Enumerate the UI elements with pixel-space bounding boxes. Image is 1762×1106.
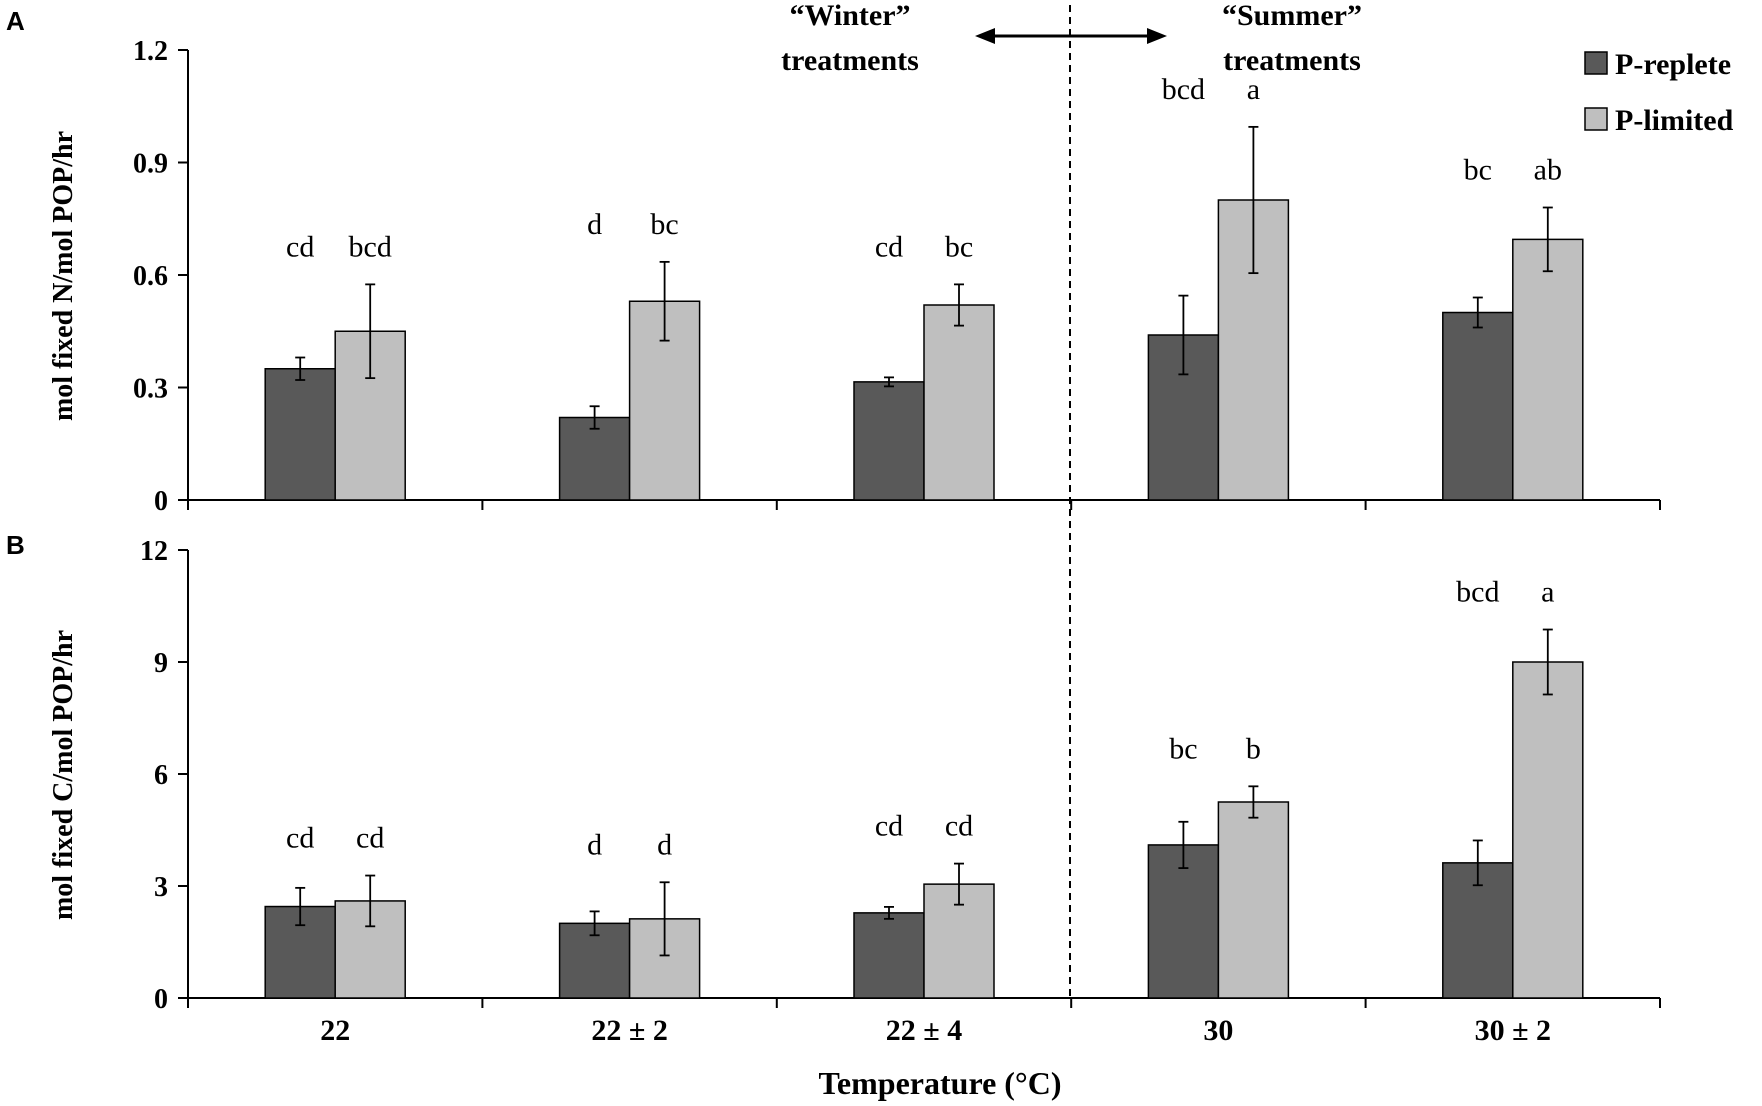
panel-a-chart: mol fixed N/mol POP/hr 0 0.3 0.6 0.9 1.2 cd bc… bbox=[48, 36, 1661, 517]
panel-a-bar bbox=[264, 368, 336, 501]
panel-a-significance-letter: bcd bbox=[1162, 73, 1205, 106]
panel-b-bar bbox=[334, 900, 406, 999]
panel-a-significance-letter: d bbox=[587, 208, 602, 241]
panel-a-y-tick-label: 0.3 bbox=[133, 374, 168, 405]
panel-a-significance-letter: a bbox=[1247, 73, 1260, 106]
panel-a-bar bbox=[558, 416, 631, 501]
panel-a-bar bbox=[1512, 238, 1584, 501]
panel-a-significance-letter: cd bbox=[875, 230, 903, 263]
panel-b-significance-letter: cd bbox=[356, 822, 384, 855]
panel-b-bar bbox=[1512, 661, 1584, 999]
winter-label-line1: “Winter” bbox=[789, 0, 910, 32]
legend-swatch-p-replete bbox=[1584, 51, 1608, 75]
panel-b-significance-letter: bcd bbox=[1456, 576, 1499, 609]
panel-a-bar bbox=[853, 381, 925, 501]
x-tick-label: 30 ± 2 bbox=[1475, 1014, 1551, 1047]
summer-label-line1: “Summer” bbox=[1222, 0, 1362, 32]
legend-swatch-p-limited bbox=[1584, 107, 1608, 131]
legend-label-p-limited: P-limited bbox=[1615, 104, 1734, 137]
x-tick-label: 22 ± 4 bbox=[886, 1014, 962, 1047]
panel-b-y-tick-label: 0 bbox=[154, 984, 168, 1015]
panel-b-significance-letter: bc bbox=[1169, 732, 1197, 765]
panel-a-significance-letter: cd bbox=[286, 230, 314, 263]
panel-b-bar bbox=[1147, 844, 1220, 999]
panel-b-bar bbox=[1217, 801, 1290, 999]
x-axis-title: Temperature (°C) bbox=[819, 1065, 1062, 1101]
panel-b-y-tick-label: 9 bbox=[154, 648, 168, 679]
panel-label-a: A bbox=[6, 6, 25, 36]
x-tick-label: 22 bbox=[320, 1014, 350, 1047]
panel-b-significance-letter: cd bbox=[945, 810, 973, 843]
panel-b-significance-letter: b bbox=[1246, 732, 1261, 765]
panel-a-y-tick-label: 1.2 bbox=[133, 36, 168, 67]
panel-a-significance-letter: bc bbox=[650, 208, 678, 241]
panel-a-significance-letter: bc bbox=[945, 230, 973, 263]
panel-a-y-tick-label: 0 bbox=[154, 486, 168, 517]
panel-b-significance-letter: cd bbox=[875, 810, 903, 843]
panel-a-significance-letter: ab bbox=[1534, 154, 1562, 187]
panel-a-significance-letter: bcd bbox=[349, 230, 392, 263]
panel-b-y-tick-label: 12 bbox=[140, 536, 168, 567]
panel-label-b: B bbox=[6, 530, 25, 560]
legend-label-p-replete: P-replete bbox=[1615, 48, 1731, 81]
winter-label-line2: treatments bbox=[781, 44, 919, 77]
x-tick-label: 30 bbox=[1203, 1014, 1233, 1047]
panel-b-chart: mol fixed C/mol POP/hr 0 3 6 9 12 cd cd 22 d d 22 … bbox=[48, 536, 1661, 1047]
panel-a-significance-letter: bc bbox=[1464, 154, 1492, 187]
panel-a-y-tick-label: 0.6 bbox=[133, 261, 168, 292]
panel-a-bar bbox=[923, 304, 995, 501]
panel-b-significance-letter: cd bbox=[286, 822, 314, 855]
panel-b-significance-letter: a bbox=[1541, 576, 1554, 609]
legend: P-replete P-limited bbox=[1584, 48, 1734, 137]
panel-a-ylabel: mol fixed N/mol POP/hr bbox=[48, 131, 79, 421]
panel-b-y-tick-label: 6 bbox=[154, 760, 168, 791]
panel-a-bar bbox=[1442, 311, 1514, 501]
panel-b-y-tick-label: 3 bbox=[154, 872, 168, 903]
panel-a-y-tick-label: 0.9 bbox=[133, 149, 168, 180]
panel-b-ylabel: mol fixed C/mol POP/hr bbox=[48, 630, 79, 920]
x-tick-label: 22 ± 2 bbox=[591, 1014, 667, 1047]
panel-b-significance-letter: d bbox=[657, 828, 672, 861]
panel-b-bar bbox=[853, 912, 925, 999]
summer-label-line2: treatments bbox=[1223, 44, 1361, 77]
panel-b-significance-letter: d bbox=[587, 828, 602, 861]
